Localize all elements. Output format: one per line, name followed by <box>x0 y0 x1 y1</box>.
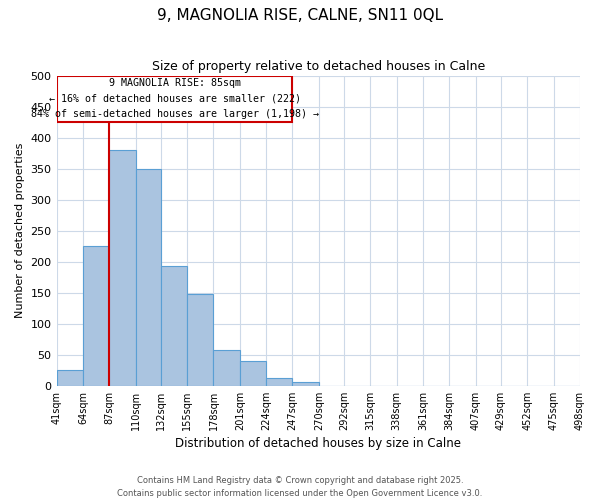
Bar <box>161 266 187 386</box>
Bar <box>109 150 136 386</box>
Bar <box>56 370 83 386</box>
Title: Size of property relative to detached houses in Calne: Size of property relative to detached ho… <box>152 60 485 73</box>
Bar <box>83 246 109 386</box>
Bar <box>240 361 266 386</box>
Bar <box>56 76 292 122</box>
Bar <box>266 378 292 386</box>
Bar <box>136 168 161 386</box>
Text: 9 MAGNOLIA RISE: 85sqm
← 16% of detached houses are smaller (222)
84% of semi-de: 9 MAGNOLIA RISE: 85sqm ← 16% of detached… <box>31 78 319 120</box>
Bar <box>214 350 240 386</box>
Text: 9, MAGNOLIA RISE, CALNE, SN11 0QL: 9, MAGNOLIA RISE, CALNE, SN11 0QL <box>157 8 443 22</box>
Bar <box>292 382 319 386</box>
X-axis label: Distribution of detached houses by size in Calne: Distribution of detached houses by size … <box>175 437 461 450</box>
Text: Contains HM Land Registry data © Crown copyright and database right 2025.
Contai: Contains HM Land Registry data © Crown c… <box>118 476 482 498</box>
Bar <box>187 294 214 386</box>
Y-axis label: Number of detached properties: Number of detached properties <box>15 143 25 318</box>
